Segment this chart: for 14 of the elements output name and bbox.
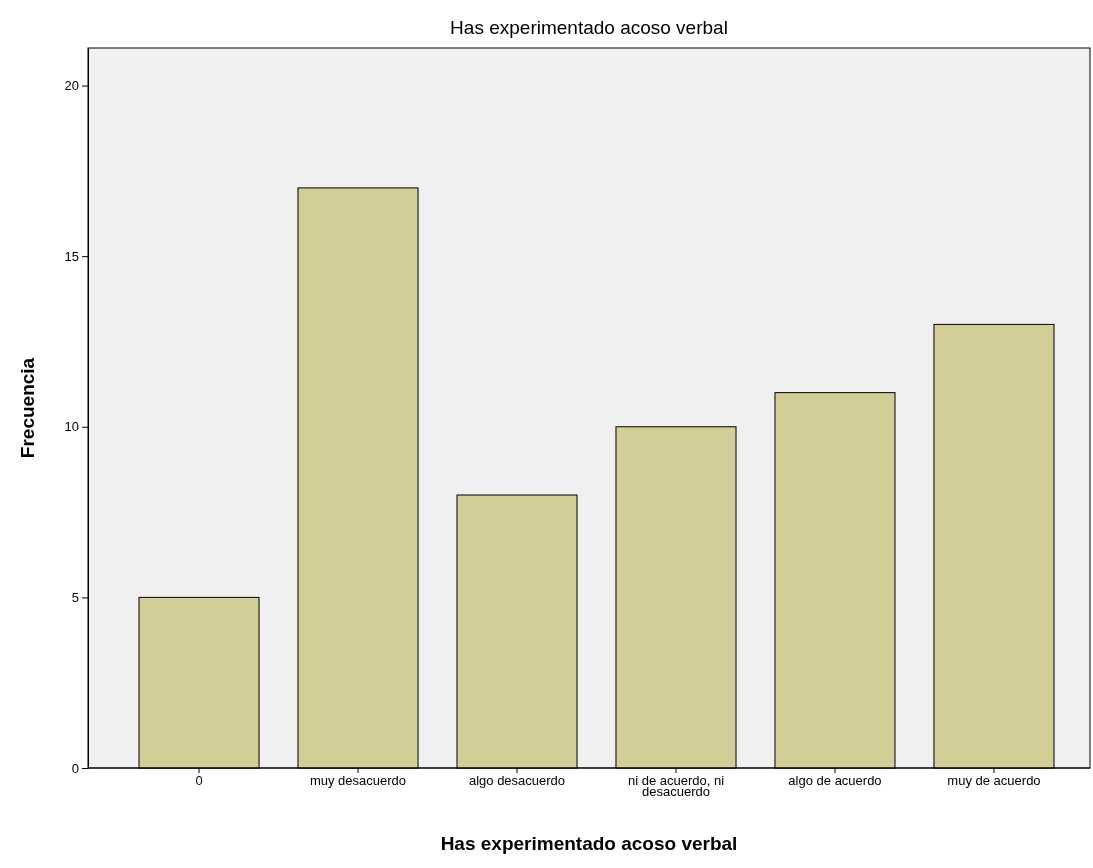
x-tick-label: muy desacuerdo	[309, 773, 407, 789]
x-tick-label: ni de acuerdo, ni desacuerdo	[627, 773, 725, 799]
y-tick-label: 15	[64, 248, 79, 264]
x-tick-label: muy de acuerdo	[947, 773, 1041, 789]
y-tick-label: 5	[71, 590, 79, 606]
x-axis-title: Has experimentado acoso verbal	[440, 833, 738, 854]
y-tick-label: 20	[64, 78, 79, 94]
y-axis-title: Frecuencia	[17, 357, 38, 459]
y-tick-label: 0	[71, 760, 79, 776]
x-tick-label: algo desacuerdo	[468, 773, 566, 789]
x-tick-label: 0	[195, 773, 203, 789]
x-tick-label: algo de acuerdo	[788, 773, 882, 789]
y-tick-label: 10	[64, 419, 79, 435]
chart-title: Has experimentado acoso verbal	[450, 17, 728, 38]
